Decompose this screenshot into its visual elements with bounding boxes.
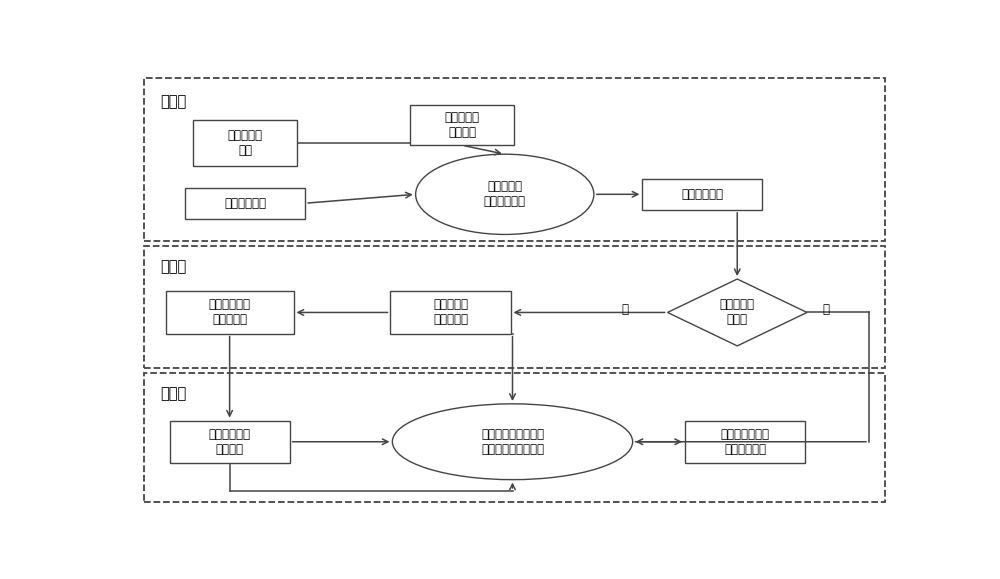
Text: 多能源短期
优化调度模型: 多能源短期 优化调度模型 bbox=[484, 180, 526, 208]
Text: 第二步: 第二步 bbox=[160, 259, 186, 274]
Text: 风、光、水
预测: 风、光、水 预测 bbox=[228, 129, 263, 157]
Bar bbox=[390, 291, 511, 334]
Text: 第一步: 第一步 bbox=[160, 94, 186, 109]
Bar bbox=[144, 245, 885, 368]
Bar bbox=[166, 291, 294, 334]
Polygon shape bbox=[668, 279, 807, 346]
Text: 修正火电机
组启动计划: 修正火电机 组启动计划 bbox=[433, 298, 468, 327]
Text: 周期内系统
运行约束: 周期内系统 运行约束 bbox=[445, 111, 480, 139]
Bar bbox=[185, 188, 305, 219]
Text: 是: 是 bbox=[621, 303, 628, 316]
Text: 第三步: 第三步 bbox=[160, 386, 186, 401]
Text: 考虑调峰约束的多能
源短期优化调度模型: 考虑调峰约束的多能 源短期优化调度模型 bbox=[481, 428, 544, 456]
Bar bbox=[410, 105, 514, 145]
Text: 短期负荷预测: 短期负荷预测 bbox=[224, 197, 266, 210]
Text: 火电机组组合: 火电机组组合 bbox=[681, 188, 723, 201]
Bar bbox=[170, 420, 290, 463]
Bar bbox=[144, 78, 885, 241]
Text: 判断系统容
量冗余: 判断系统容 量冗余 bbox=[720, 298, 755, 327]
Text: 优化机组组合方
案及出力情况: 优化机组组合方 案及出力情况 bbox=[720, 428, 770, 456]
Text: 否: 否 bbox=[823, 303, 830, 316]
Bar bbox=[685, 420, 805, 463]
Text: 火电机组最大
开机数约束: 火电机组最大 开机数约束 bbox=[209, 298, 251, 327]
Bar bbox=[193, 120, 297, 166]
Bar bbox=[642, 179, 762, 210]
Ellipse shape bbox=[392, 404, 633, 479]
Ellipse shape bbox=[416, 154, 594, 234]
Text: 连续调度周期
调峰约束: 连续调度周期 调峰约束 bbox=[209, 428, 251, 456]
Bar bbox=[144, 373, 885, 502]
